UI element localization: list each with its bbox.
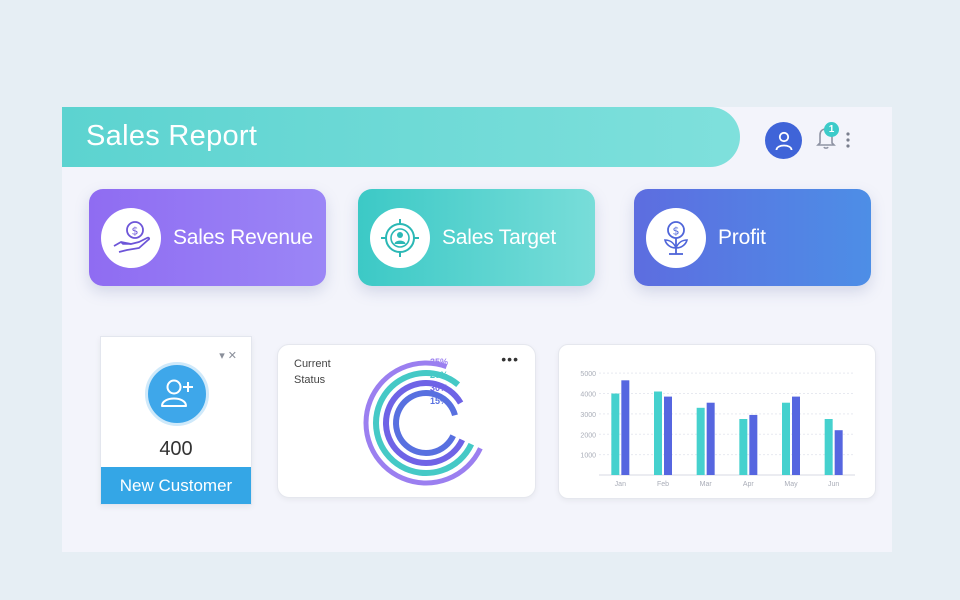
y-tick-label: 3000 (580, 412, 596, 419)
bar-may-series-1 (782, 402, 790, 475)
x-tick-label: Feb (657, 481, 669, 488)
current-status-heading: Current Status (294, 358, 331, 386)
bar-may-series-2 (792, 396, 800, 475)
x-tick-label: Jan (615, 481, 626, 488)
current-status-widget: Current Status ••• 35% 20% 30% 15% (277, 344, 536, 498)
status-ring-label-2: 20% (430, 370, 448, 380)
more-options-icon[interactable] (845, 131, 851, 149)
svg-text:$: $ (132, 224, 139, 237)
bar-jan-series-2 (621, 380, 630, 475)
sales-target-label: Sales Target (442, 225, 556, 249)
bar-feb-series-1 (654, 391, 662, 475)
profit-label: Profit (718, 225, 766, 249)
monthly-sales-bar-chart: 1000 2000 3000 4000 5000 Jan Feb Mar Apr May Jun (580, 371, 855, 488)
status-rings-chart: 35% 20% 30% 15% (363, 357, 483, 486)
add-user-icon[interactable] (145, 362, 209, 426)
user-avatar-button[interactable] (765, 122, 802, 159)
x-tick-label: Jun (828, 481, 839, 488)
y-tick-label: 2000 (580, 432, 596, 439)
bar-jan-series-1 (611, 393, 620, 475)
notification-badge: 1 (824, 122, 839, 137)
x-tick-label: Apr (743, 481, 755, 488)
x-tick-label: May (784, 481, 798, 488)
sales-revenue-card[interactable]: $ Sales Revenue (89, 189, 326, 286)
bar-mar-series-2 (706, 402, 715, 475)
y-tick-label: 5000 (580, 371, 596, 378)
bar-jun-series-1 (824, 419, 833, 475)
page-header: Sales Report (62, 107, 740, 167)
bar-jun-series-2 (834, 430, 843, 475)
more-menu-icon[interactable]: ••• (501, 351, 519, 367)
status-ring-4 (393, 390, 458, 456)
y-tick-label: 4000 (580, 392, 596, 399)
status-ring-label-3: 30% (430, 383, 448, 393)
new-customer-count: 400 (159, 438, 193, 460)
monthly-sales-chart-widget: 1000 2000 3000 4000 5000 Jan Feb Mar Apr May Jun (558, 344, 876, 499)
new-customer-label[interactable]: New Customer (101, 467, 251, 504)
sales-revenue-label: Sales Revenue (173, 225, 313, 249)
bar-feb-series-2 (664, 396, 672, 475)
bar-mar-series-1 (696, 407, 705, 475)
status-ring-label-1: 35% (430, 357, 448, 367)
page-title: Sales Report (86, 120, 258, 152)
x-tick-label: Mar (700, 481, 713, 488)
status-ring-2 (373, 370, 475, 476)
bar-apr-series-1 (739, 419, 748, 475)
user-icon (775, 131, 792, 150)
new-customer-widget: ▾ ✕ 400 New Customer (100, 336, 252, 505)
widget-window-controls[interactable]: ▾ ✕ (219, 350, 237, 362)
target-icon (370, 207, 430, 268)
status-ring-label-4: 15% (430, 396, 448, 406)
y-tick-label: 1000 (580, 453, 596, 460)
money-plant-icon: $ (646, 207, 706, 268)
money-hand-icon: $ (101, 207, 161, 268)
sales-target-card[interactable]: Sales Target (358, 189, 595, 286)
profit-card[interactable]: $ Profit (634, 189, 871, 286)
status-ring-1 (363, 360, 483, 486)
status-ring-3 (383, 380, 465, 466)
svg-text:$: $ (673, 224, 680, 237)
bar-apr-series-2 (749, 414, 758, 475)
